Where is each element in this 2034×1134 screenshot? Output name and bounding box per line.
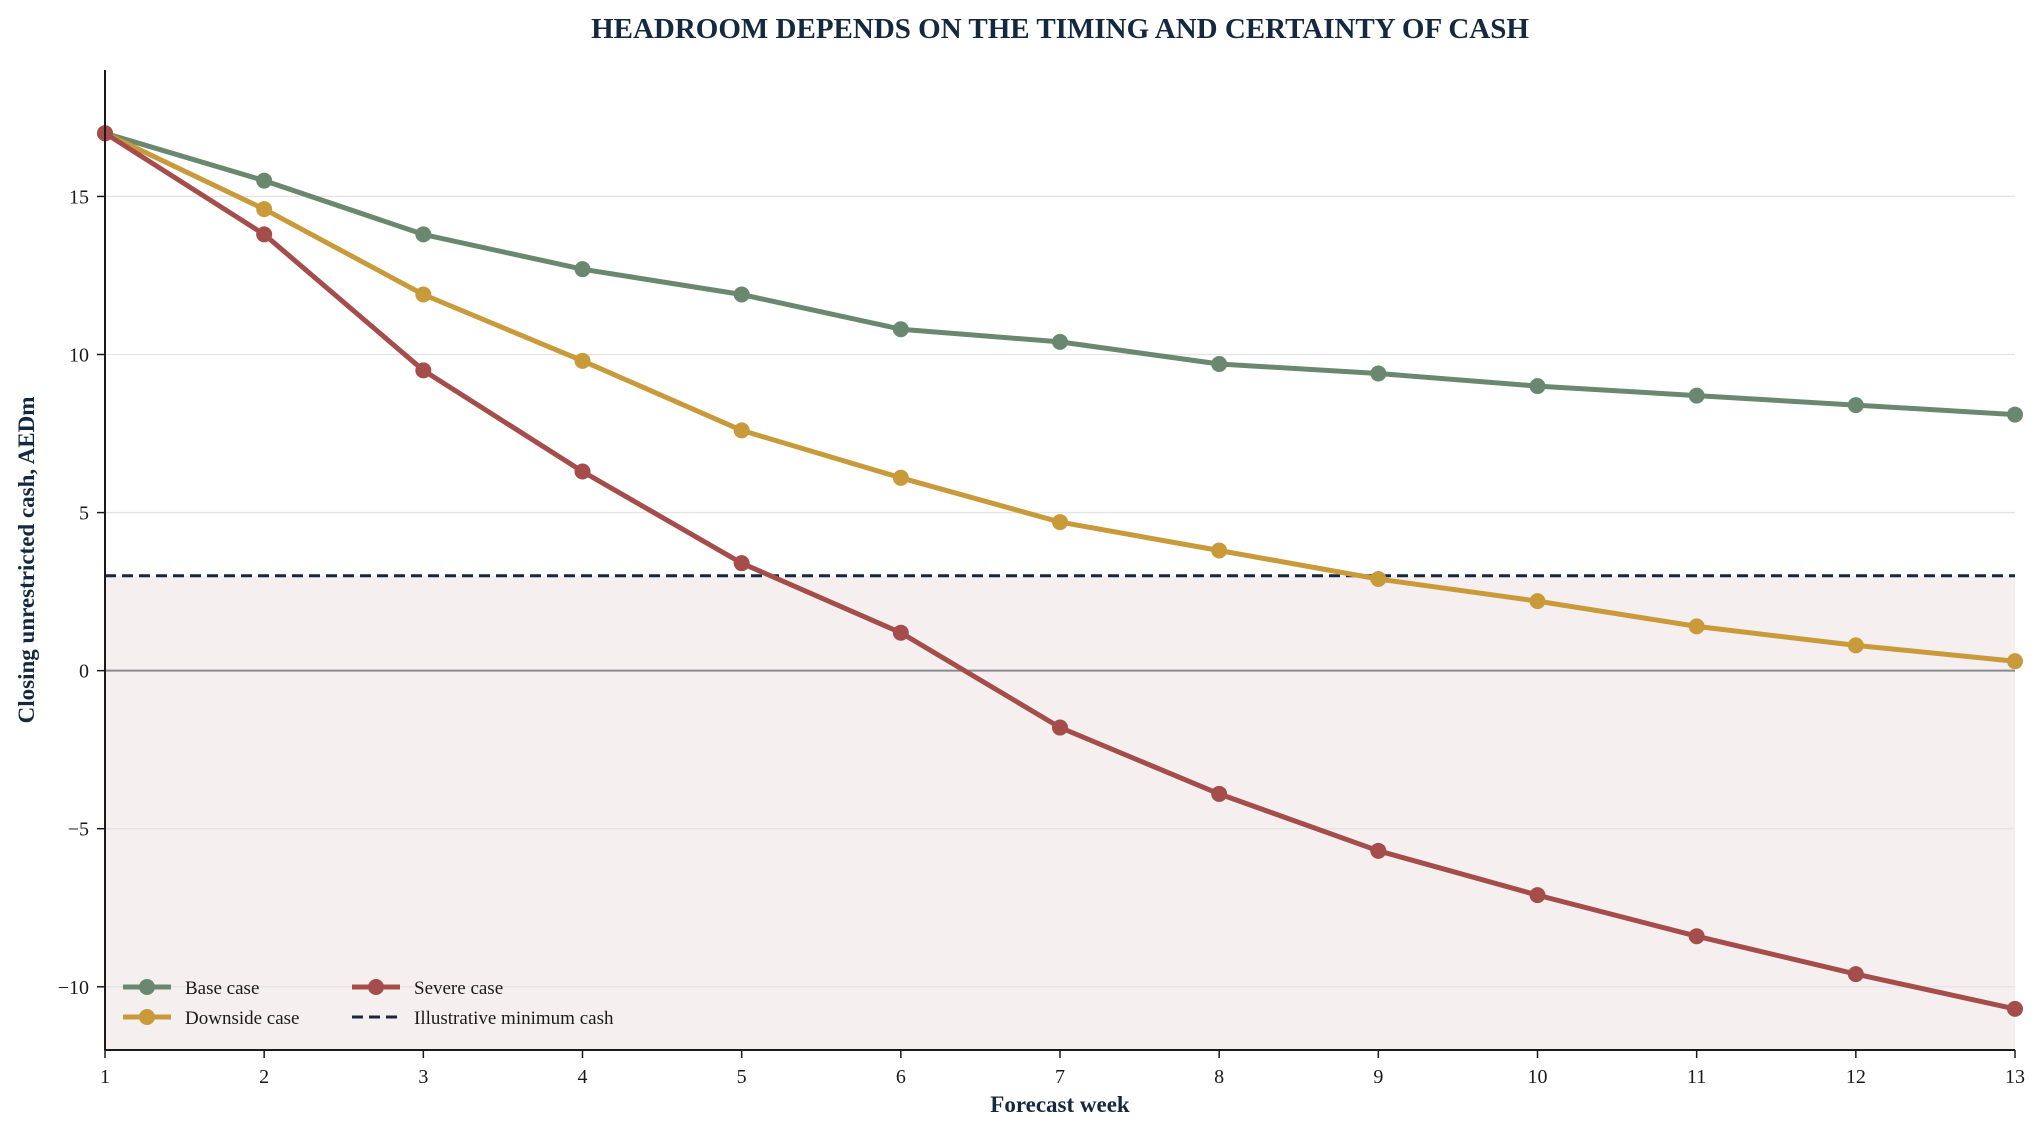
legend-marker-base-case <box>139 979 155 995</box>
data-point-severe-case-13 <box>2007 1000 2023 1017</box>
x-axis-label: Forecast week <box>990 1092 1130 1117</box>
data-point-severe-case-10 <box>1529 887 1546 904</box>
data-point-downside-case-3 <box>415 286 432 303</box>
data-point-downside-case-7 <box>1052 514 1068 531</box>
data-point-severe-case-8 <box>1211 785 1228 802</box>
y-tick-label-4: 10 <box>69 345 89 367</box>
legend-item-severe-case: Severe case <box>352 978 503 999</box>
x-tick-label-11: 11 <box>1687 1066 1706 1088</box>
data-point-base-case-12 <box>1847 397 1864 414</box>
data-point-severe-case-11 <box>1688 928 1705 945</box>
x-tick-label-9: 9 <box>1373 1066 1383 1088</box>
data-point-base-case-8 <box>1211 356 1228 372</box>
x-tick-label-3: 3 <box>418 1066 428 1088</box>
data-point-downside-case-5 <box>733 422 750 439</box>
data-point-downside-case-6 <box>892 469 909 486</box>
y-tick-label-2: 0 <box>79 661 89 683</box>
x-tick-label-13: 13 <box>2005 1066 2025 1088</box>
x-tick-label-1: 1 <box>100 1066 110 1088</box>
below-minimum-shaded-region <box>105 575 2015 1050</box>
data-point-downside-case-11 <box>1688 618 1705 635</box>
data-point-base-case-13 <box>2007 406 2023 423</box>
data-point-downside-case-8 <box>1211 542 1228 559</box>
data-point-downside-case-4 <box>574 352 591 369</box>
legend-item-illustrative-minimum-cash: Illustrative minimum cash <box>352 1008 614 1029</box>
legend-item-downside-case: Downside case <box>123 1008 300 1029</box>
legend-item-base-case: Base case <box>123 978 259 999</box>
data-point-base-case-4 <box>574 261 591 278</box>
data-point-downside-case-12 <box>1847 637 1864 654</box>
chart-title: HEADROOM DEPENDS ON THE TIMING AND CERTA… <box>591 13 1529 45</box>
data-point-severe-case-6 <box>892 624 909 641</box>
legend-label-severe-case: Severe case <box>414 978 503 999</box>
data-point-severe-case-7 <box>1052 719 1068 736</box>
x-tick-label-4: 4 <box>578 1066 588 1088</box>
series-base-case <box>97 125 2023 423</box>
x-tick-label-8: 8 <box>1214 1066 1224 1088</box>
data-point-base-case-10 <box>1529 378 1546 395</box>
legend-label-downside-case: Downside case <box>185 1008 300 1029</box>
series-line-base-case <box>102 130 2018 418</box>
series-downside-case <box>97 125 2023 670</box>
x-tick-label-10: 10 <box>1528 1066 1548 1088</box>
legend: Base case Downside case Severe case Illustr… <box>123 978 614 1029</box>
y-tick-label-5: 15 <box>69 186 89 208</box>
data-point-downside-case-9 <box>1370 570 1387 587</box>
data-point-base-case-5 <box>733 286 750 303</box>
data-point-severe-case-5 <box>733 555 750 572</box>
x-tick-label-2: 2 <box>259 1066 269 1088</box>
y-tick-label-0: −10 <box>58 977 89 999</box>
series-severe-case <box>97 125 2023 1017</box>
data-point-downside-case-10 <box>1529 593 1546 610</box>
data-point-severe-case-4 <box>574 463 591 480</box>
legend-label-illustrative-minimum-cash: Illustrative minimum cash <box>414 1008 614 1029</box>
y-axis-label: Closing unrestricted cash, AEDm <box>14 397 39 724</box>
data-point-severe-case-12 <box>1847 966 1864 983</box>
data-point-base-case-7 <box>1052 333 1068 350</box>
data-point-severe-case-2 <box>256 226 273 243</box>
series-layer <box>97 125 2023 1017</box>
data-point-base-case-3 <box>415 226 432 243</box>
data-point-base-case-2 <box>256 172 273 189</box>
y-tick-label-1: −5 <box>68 819 89 841</box>
legend-marker-downside-case <box>139 1009 155 1025</box>
data-point-base-case-9 <box>1370 365 1387 382</box>
data-point-severe-case-9 <box>1370 842 1387 859</box>
data-point-base-case-11 <box>1688 387 1705 404</box>
y-tick-label-3: 5 <box>79 503 89 525</box>
data-point-base-case-6 <box>892 321 909 338</box>
x-tick-label-5: 5 <box>737 1066 747 1088</box>
legend-label-base-case: Base case <box>185 978 259 999</box>
x-tick-label-12: 12 <box>1846 1066 1866 1088</box>
legend-marker-severe-case <box>368 979 384 995</box>
data-point-downside-case-13 <box>2007 653 2023 670</box>
x-tick-label-6: 6 <box>896 1066 906 1088</box>
data-point-severe-case-3 <box>415 362 432 379</box>
x-tick-label-7: 7 <box>1055 1066 1065 1088</box>
data-point-downside-case-2 <box>256 201 273 218</box>
